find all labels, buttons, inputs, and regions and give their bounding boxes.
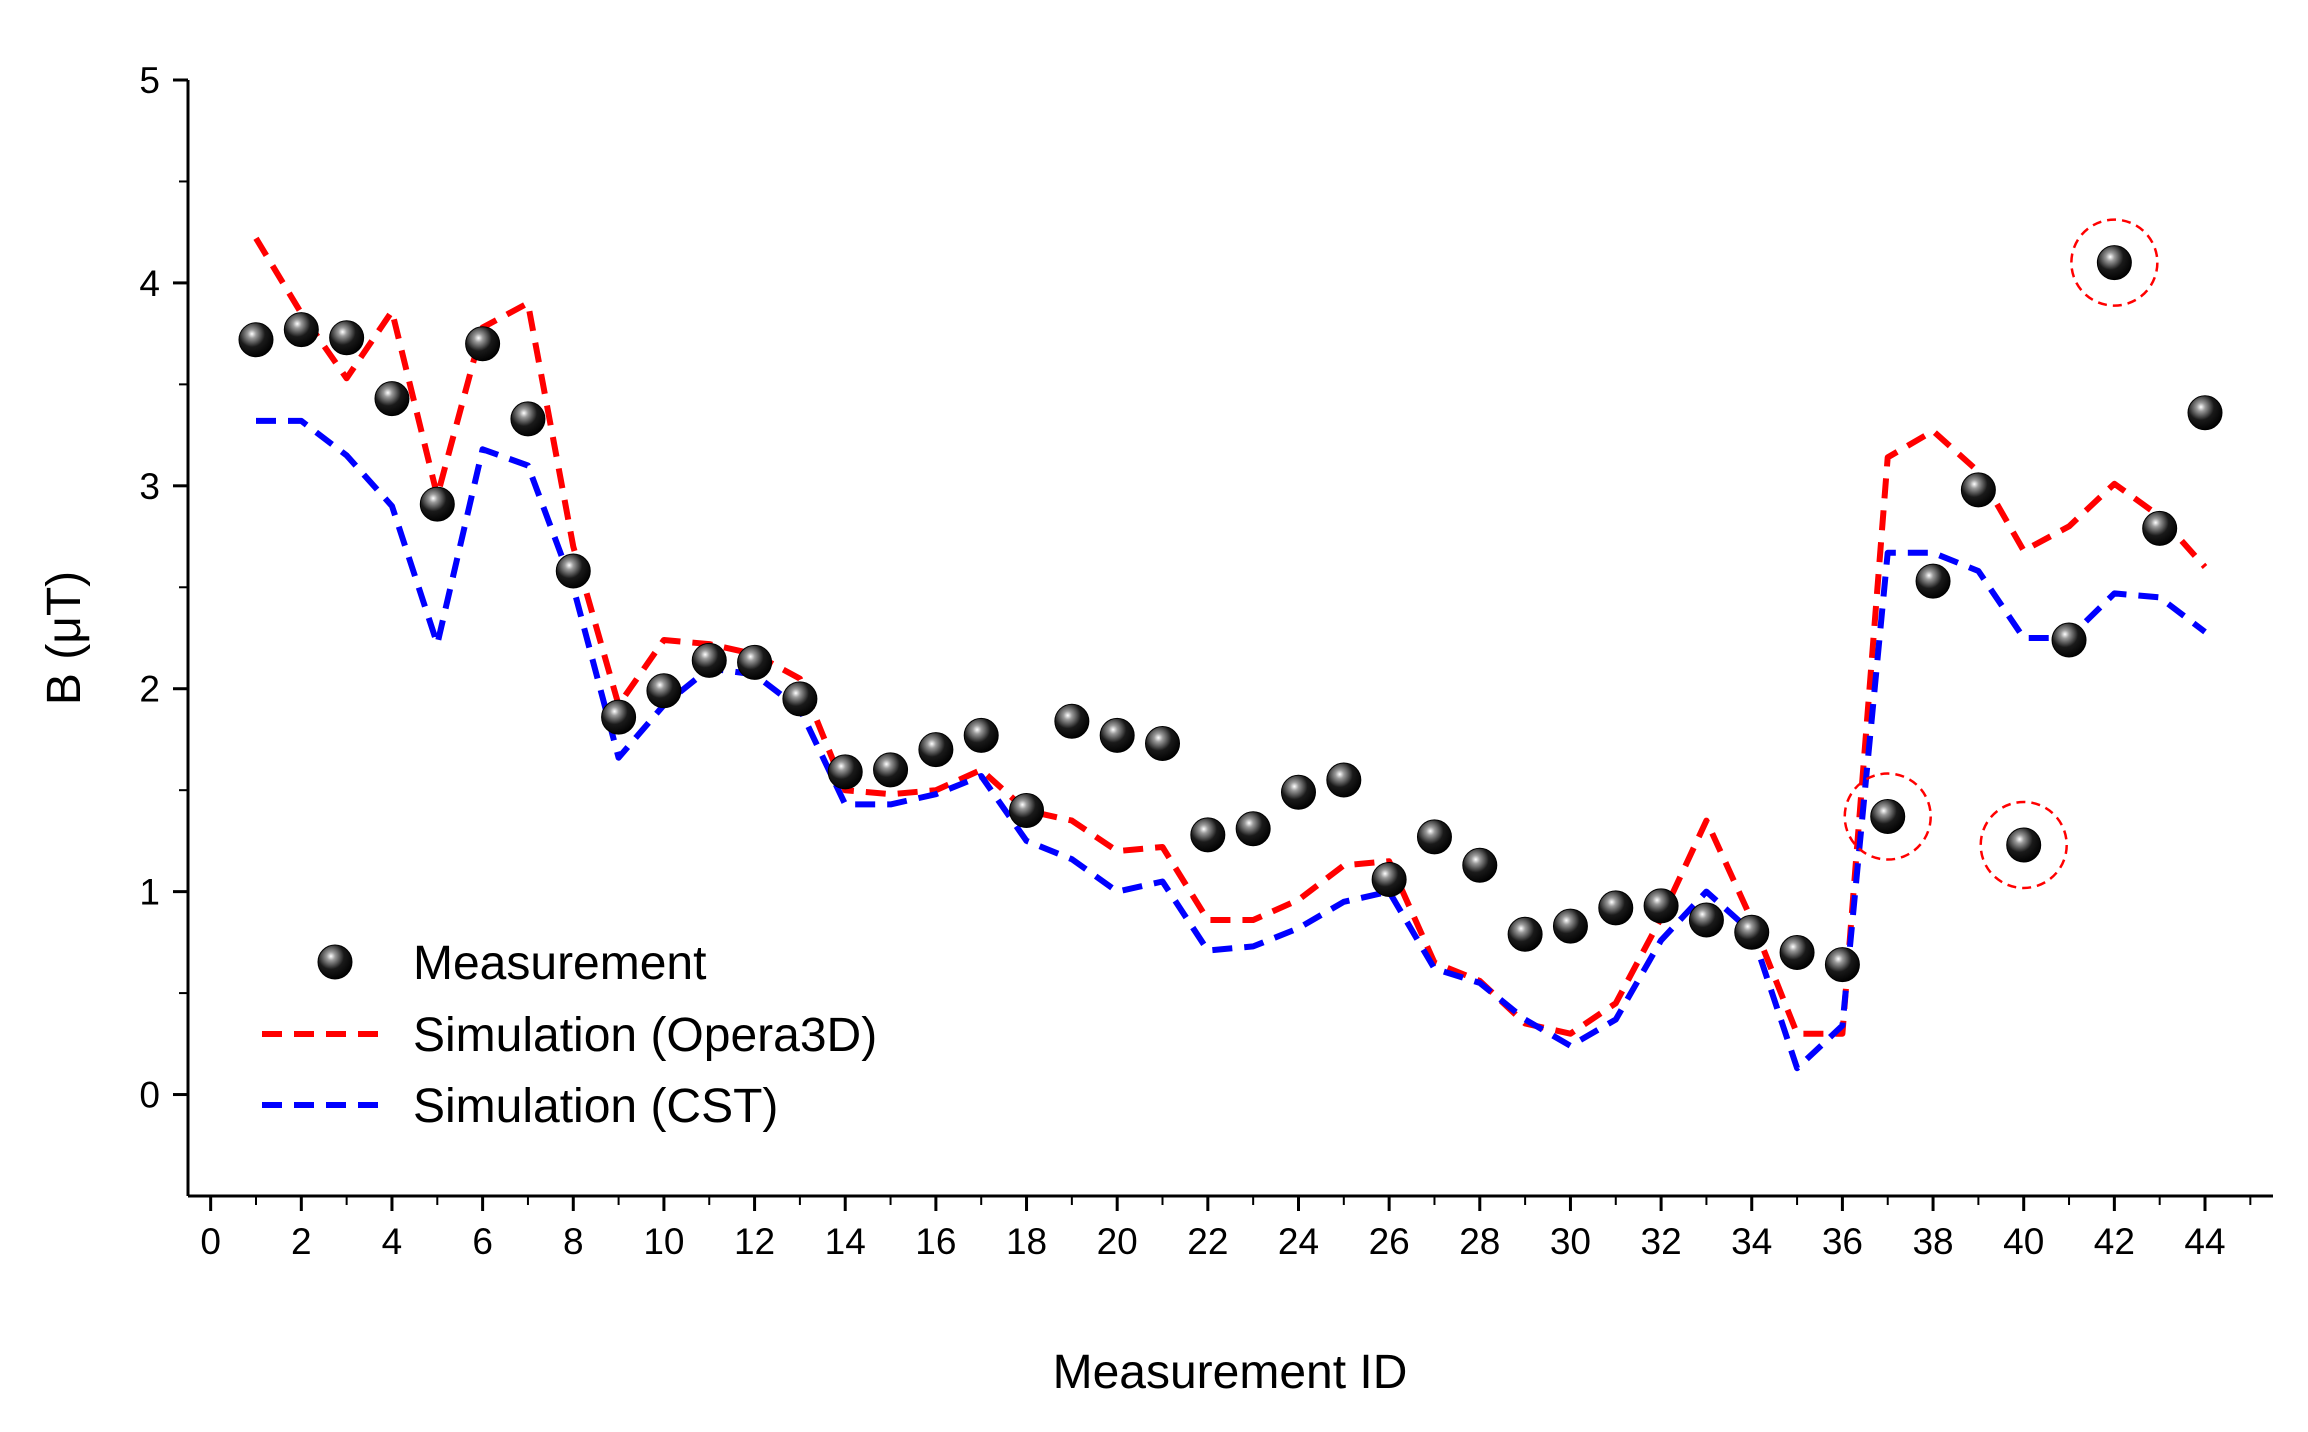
measurement-point — [2142, 510, 2178, 546]
measurement-point — [691, 642, 727, 678]
measurement-point — [1779, 935, 1815, 971]
measurement-point — [1960, 472, 1996, 508]
measurement-point — [2096, 245, 2132, 281]
measurement-point — [827, 754, 863, 790]
y-tick-label: 5 — [139, 60, 160, 101]
legend-marker-measurement — [317, 944, 353, 980]
measurement-point — [1009, 792, 1045, 828]
x-tick-label: 14 — [825, 1221, 866, 1262]
x-tick-label: 12 — [734, 1221, 775, 1262]
measurement-point — [1054, 703, 1090, 739]
measurement-markers — [238, 245, 2223, 983]
measurement-point — [1507, 916, 1543, 952]
measurement-point — [1598, 890, 1634, 926]
legend-item-cst: Simulation (CST) — [262, 1080, 778, 1133]
measurement-point — [1280, 774, 1316, 810]
measurement-point — [963, 717, 999, 753]
series-line-2 — [256, 417, 2207, 1072]
series-line-1 — [253, 236, 2208, 1037]
x-tick-label: 2 — [291, 1221, 312, 1262]
x-tick-label: 44 — [2184, 1221, 2225, 1262]
measurement-point — [419, 486, 455, 522]
x-tick-label: 34 — [1731, 1221, 1772, 1262]
measurement-point — [737, 644, 773, 680]
x-tick-label: 8 — [563, 1221, 584, 1262]
x-tick-label: 26 — [1369, 1221, 1410, 1262]
y-tick-label: 2 — [139, 669, 160, 710]
measurement-point — [1643, 888, 1679, 924]
measurement-point — [1099, 717, 1135, 753]
x-axis-title: Measurement ID — [1053, 1346, 1408, 1399]
measurement-point — [238, 322, 274, 358]
legend-item-opera3d: Simulation (Opera3D) — [262, 1009, 877, 1062]
measurement-point — [283, 312, 319, 348]
measurement-point — [510, 401, 546, 437]
measurement-point — [873, 752, 909, 788]
highlight-circle — [1979, 800, 2068, 890]
measurement-point — [1552, 908, 1588, 944]
x-tick-label: 24 — [1278, 1221, 1319, 1262]
y-tick-label: 3 — [139, 466, 160, 507]
measurement-point — [1734, 914, 1770, 950]
legend: Measurement Simulation (Opera3D) Simulat… — [262, 937, 877, 1133]
measurement-point — [1326, 762, 1362, 798]
measurement-point — [1416, 819, 1452, 855]
x-tick-label: 22 — [1187, 1221, 1228, 1262]
highlight-circle — [1843, 772, 1932, 861]
legend-item-measurement: Measurement — [317, 937, 706, 990]
measurement-point — [555, 553, 591, 589]
annotations — [1843, 218, 2159, 890]
measurement-point — [1462, 847, 1498, 883]
x-tick-label: 38 — [1912, 1221, 1953, 1262]
measurement-point — [1688, 902, 1724, 938]
y-tick-label: 4 — [139, 263, 160, 304]
y-ticks: 0 1 2 3 4 5 — [139, 60, 188, 1116]
x-tick-label: 42 — [2094, 1221, 2135, 1262]
legend-label-opera3d: Simulation (Opera3D) — [413, 1009, 877, 1062]
measurement-point — [918, 732, 954, 768]
x-tick-label: 16 — [915, 1221, 956, 1262]
legend-label-cst: Simulation (CST) — [413, 1080, 778, 1133]
measurement-point — [1190, 817, 1226, 853]
measurement-point — [2006, 827, 2042, 863]
measurement-point — [2187, 395, 2223, 431]
x-tick-label: 32 — [1641, 1221, 1682, 1262]
legend-label-measurement: Measurement — [413, 937, 706, 990]
measurement-point — [374, 381, 410, 417]
measurement-point — [601, 699, 637, 735]
x-tick-label: 28 — [1459, 1221, 1500, 1262]
measurement-point — [2051, 622, 2087, 658]
x-tick-label: 4 — [382, 1221, 403, 1262]
x-tick-label: 30 — [1550, 1221, 1591, 1262]
measurement-point — [1235, 811, 1271, 847]
measurement-point — [1870, 799, 1906, 835]
x-tick-label: 10 — [643, 1221, 684, 1262]
x-ticks: 0 2 4 6 8 10 12 14 16 18 20 22 24 26 28 30 32 34 36 38 40 42 4… — [200, 1196, 2252, 1262]
x-tick-label: 40 — [2003, 1221, 2044, 1262]
measurement-point — [1824, 947, 1860, 983]
x-tick-label: 0 — [200, 1221, 221, 1262]
y-tick-label: 0 — [139, 1075, 160, 1116]
measurement-point — [329, 320, 365, 356]
x-tick-label: 6 — [472, 1221, 493, 1262]
y-tick-label: 1 — [139, 872, 160, 913]
measurement-point — [646, 673, 682, 709]
measurement-point — [1145, 726, 1181, 762]
measurement-point — [782, 681, 818, 717]
y-axis-title: B (μT) — [38, 571, 91, 705]
measurement-point — [1915, 563, 1951, 599]
x-tick-label: 20 — [1097, 1221, 1138, 1262]
x-tick-label: 18 — [1006, 1221, 1047, 1262]
measurement-point — [465, 326, 501, 362]
highlight-circle — [2070, 218, 2159, 307]
x-tick-label: 36 — [1822, 1221, 1863, 1262]
measurement-point — [1371, 861, 1407, 897]
